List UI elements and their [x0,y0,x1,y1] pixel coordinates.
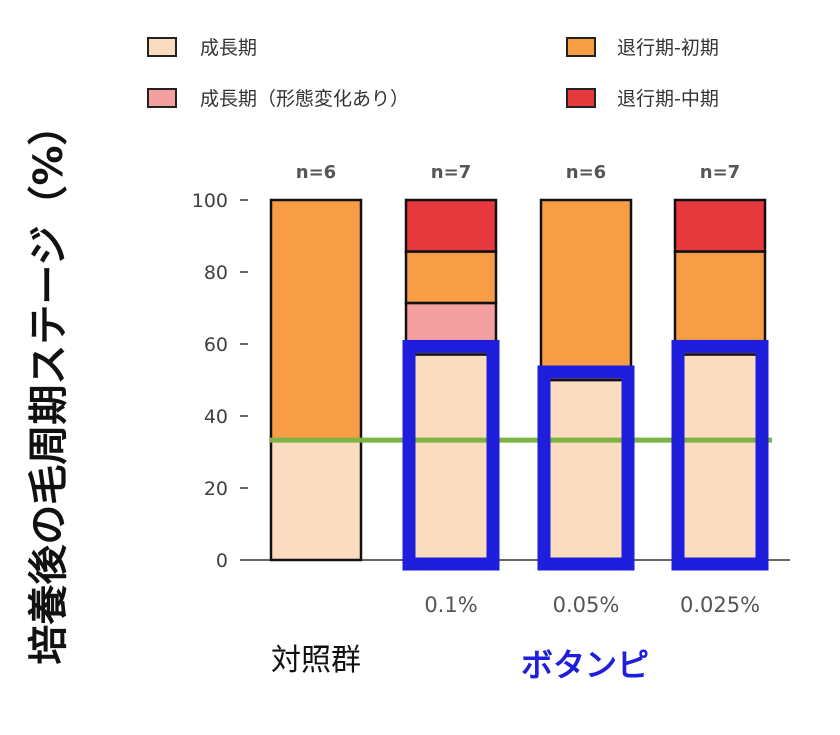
bar-seg-3-2 [673,250,767,356]
legend-swatch-3 [566,88,596,108]
highlight-box-1 [402,339,500,571]
highlight-boxes [402,339,769,571]
bar-seg-2-0 [539,378,633,562]
y-ticks: 0 20 40 60 80 100 [192,190,248,572]
treatment-group-label: ボタンピ [521,646,649,684]
bar-seg-1-2 [404,250,498,305]
y-tick-label-0: 0 [216,550,228,572]
legend-swatch-2 [566,37,596,57]
category-label-2: 0.05% [553,593,620,617]
n-label-0: n=6 [296,162,336,183]
sample-size-labels: n=6 n=7 n=6 n=7 [296,162,740,183]
bar-seg-1-3 [404,198,498,253]
highlight-box-3 [671,339,769,571]
n-label-3: n=7 [700,162,740,183]
n-label-2: n=6 [566,162,606,183]
legend-swatch-1 [147,88,177,108]
y-tick-label-1: 20 [204,478,228,500]
bars [269,198,767,562]
legend-label-1: 成長期（形態変化あり） [200,88,409,110]
category-labels: 0.1% 0.05% 0.025% [424,593,760,617]
y-tick-label-3: 60 [204,334,228,356]
y-tick-label-5: 100 [192,190,228,212]
bar-seg-0-0 [269,438,363,562]
y-tick-label-4: 80 [204,262,228,284]
y-tick-label-2: 40 [204,406,228,428]
legend-label-0: 成長期 [200,37,257,59]
bar-seg-1-0 [404,353,498,562]
bar-seg-3-3 [673,198,767,253]
bar-seg-3-0 [673,353,767,562]
category-label-3: 0.025% [680,593,760,617]
legend-swatch-0 [147,37,177,57]
legend-label-3: 退行期-中期 [617,88,719,110]
y-axis-label: 培養後の毛周期ステージ（%） [26,105,72,664]
bar-seg-2-2 [539,198,633,382]
category-label-1: 0.1% [424,593,477,617]
n-label-1: n=7 [431,162,471,183]
legend-label-2: 退行期-初期 [617,37,719,59]
legend: 成長期 成長期（形態変化あり） 退行期-初期 退行期-中期 [147,37,719,110]
control-group-label: 対照群 [271,643,361,678]
bar-seg-0-2 [269,198,363,442]
highlight-box-2 [537,365,635,571]
